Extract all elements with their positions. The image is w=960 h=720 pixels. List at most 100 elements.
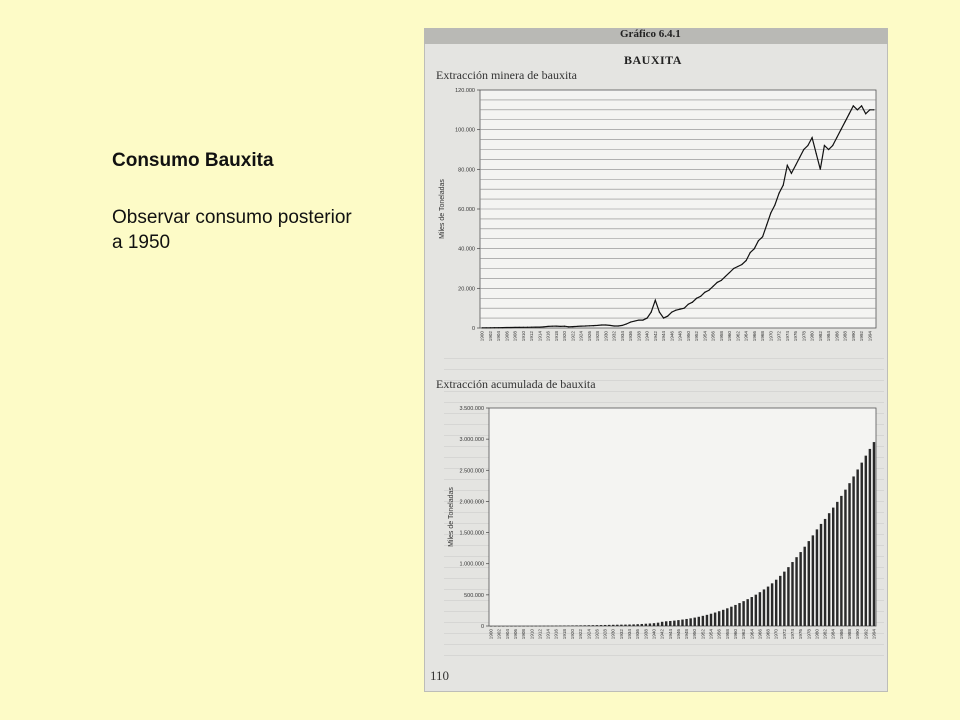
y-tick-label: 60.000 xyxy=(458,207,475,213)
data-point xyxy=(506,326,508,329)
bar xyxy=(595,625,599,626)
bar xyxy=(648,623,652,626)
bar xyxy=(860,462,863,626)
bar xyxy=(506,625,509,627)
x-tick-label: 1932 xyxy=(612,331,617,342)
data-point xyxy=(497,327,500,329)
x-tick-label: 1972 xyxy=(777,331,782,342)
chart-label: Gráfico 6.4.1 xyxy=(620,28,681,40)
x-tick-label: 1946 xyxy=(676,629,681,640)
data-point xyxy=(596,324,599,327)
page-number: 110 xyxy=(430,668,450,683)
x-tick-label: 1930 xyxy=(603,331,608,342)
data-point xyxy=(811,137,813,139)
bar xyxy=(677,620,680,626)
x-tick-label: 1966 xyxy=(752,331,757,342)
bar xyxy=(612,624,615,626)
x-tick-label: 1942 xyxy=(653,331,658,342)
bar xyxy=(770,583,774,626)
data-point xyxy=(848,113,850,115)
data-point xyxy=(588,325,590,327)
x-tick-label: 1910 xyxy=(521,331,526,342)
x-tick-label: 1914 xyxy=(546,629,551,640)
slide-note: Observar consumo posterior a 1950 xyxy=(112,207,352,253)
bar xyxy=(664,621,668,626)
bar xyxy=(803,546,806,626)
y-tick-label: 80.000 xyxy=(458,167,475,173)
bar xyxy=(514,625,517,627)
bar xyxy=(722,609,725,626)
x-tick-label: 1990 xyxy=(855,629,860,640)
data-point xyxy=(489,327,491,329)
x-tick-label: 1922 xyxy=(570,331,575,342)
x-tick-label: 1936 xyxy=(628,331,633,342)
x-tick-label: 1960 xyxy=(733,629,738,640)
x-tick-label: 1924 xyxy=(586,629,591,640)
data-point xyxy=(551,325,553,327)
x-tick-label: 1906 xyxy=(513,629,518,640)
data-point xyxy=(761,236,764,238)
data-point xyxy=(724,275,727,278)
data-point xyxy=(794,164,797,166)
data-point xyxy=(563,325,566,327)
bar xyxy=(681,619,684,626)
bar xyxy=(697,616,701,626)
data-point xyxy=(650,311,652,313)
data-point xyxy=(584,325,586,327)
x-tick-label: 1918 xyxy=(562,629,567,640)
data-point xyxy=(481,327,483,329)
data-point xyxy=(716,281,718,283)
x-tick-label: 1992 xyxy=(859,331,864,342)
x-tick-label: 1952 xyxy=(694,331,699,342)
top-strip xyxy=(424,28,888,44)
data-point xyxy=(819,168,821,170)
bar xyxy=(746,599,749,626)
data-point xyxy=(700,295,702,297)
bar xyxy=(848,483,851,626)
data-point xyxy=(832,144,834,147)
line-chart: 0 20.000 40.000 60.000 80.000 100.000 120.000 M… xyxy=(439,88,877,342)
bar xyxy=(738,603,741,626)
data-point xyxy=(559,325,562,328)
x-tick-label: 1968 xyxy=(766,629,771,640)
x-tick-label: 1972 xyxy=(782,629,787,640)
x-tick-label: 1964 xyxy=(749,629,754,640)
x-tick-label: 1982 xyxy=(823,629,828,640)
x-tick-label: 1922 xyxy=(578,629,583,640)
x-tick-label: 1940 xyxy=(651,629,656,640)
data-point xyxy=(671,311,673,313)
y-tick-label: 0 xyxy=(472,326,475,332)
data-point xyxy=(485,327,487,329)
data-point xyxy=(704,291,706,293)
x-tick-label: 1906 xyxy=(504,331,509,342)
x-tick-label: 1938 xyxy=(643,629,648,640)
bar xyxy=(791,562,794,626)
data-point xyxy=(860,105,863,107)
x-tick-label: 1956 xyxy=(711,331,716,342)
bar xyxy=(599,625,603,626)
x-tick-label: 1954 xyxy=(709,629,714,640)
bar xyxy=(783,571,786,626)
data-point xyxy=(757,240,760,242)
x-tick-label: 1942 xyxy=(660,629,665,640)
x-tick-label: 1988 xyxy=(847,629,852,640)
data-point xyxy=(852,105,854,107)
bar xyxy=(628,624,631,626)
x-tick-label: 1900 xyxy=(489,629,494,640)
data-point xyxy=(518,326,520,329)
bar xyxy=(774,579,778,626)
data-point xyxy=(774,204,776,206)
bar xyxy=(693,617,696,626)
x-tick-label: 1986 xyxy=(834,331,839,342)
bar xyxy=(603,624,607,626)
data-point xyxy=(733,267,735,270)
x-tick-label: 1980 xyxy=(814,629,819,640)
bar xyxy=(713,612,717,626)
data-point xyxy=(547,325,549,328)
bar xyxy=(640,623,643,626)
data-point xyxy=(613,325,615,327)
scanned-page: Gráfico 6.4.1 BAUXITA Extracción minera … xyxy=(424,28,888,692)
bar xyxy=(620,624,623,626)
bar xyxy=(632,624,635,626)
data-point xyxy=(836,137,838,139)
